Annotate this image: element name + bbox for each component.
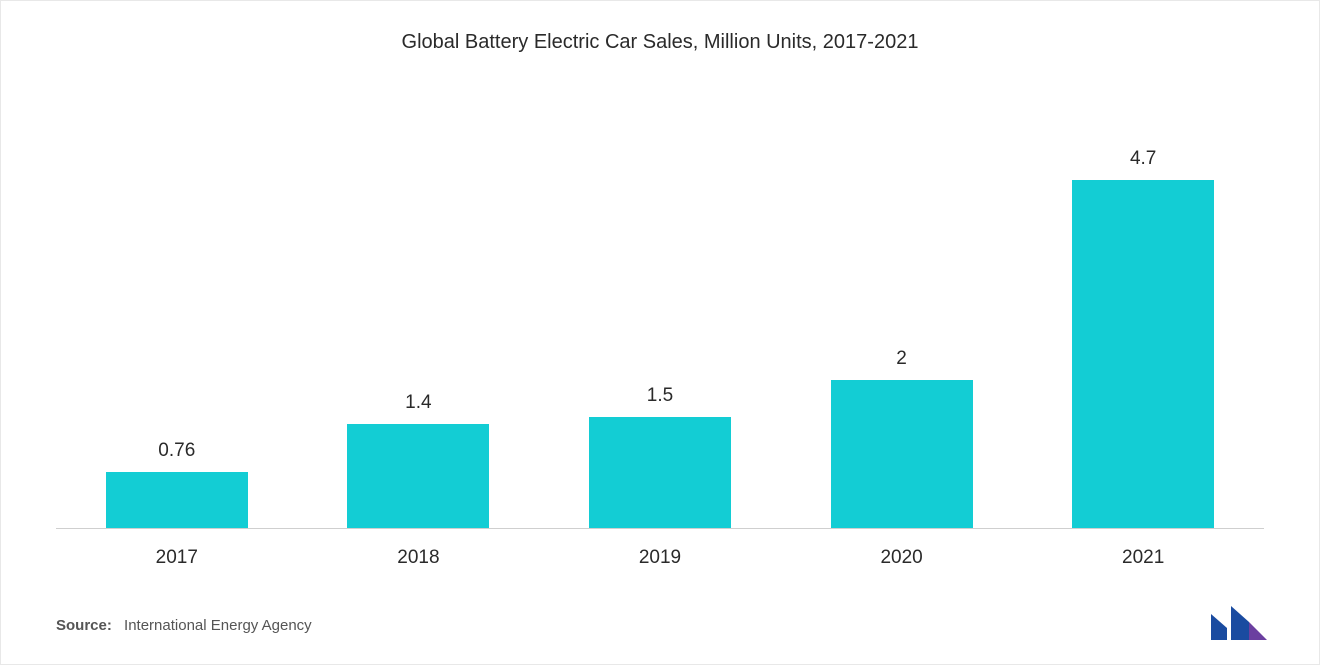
bar-group: 0.76: [56, 91, 298, 528]
bar: [831, 380, 973, 528]
x-axis: 2017 2018 2019 2020 2021: [56, 535, 1264, 569]
bar-value-label: 2: [896, 348, 907, 370]
source-label: Source:: [56, 617, 112, 634]
source-text: International Energy Agency: [124, 617, 312, 634]
x-axis-label: 2021: [1022, 535, 1264, 569]
bar: [106, 472, 248, 528]
chart-container: Global Battery Electric Car Sales, Milli…: [0, 0, 1320, 665]
chart-area: 0.76 1.4 1.5 2 4.7: [56, 91, 1264, 529]
bars-container: 0.76 1.4 1.5 2 4.7: [56, 91, 1264, 529]
x-axis-label: 2018: [298, 535, 540, 569]
bar: [347, 424, 489, 528]
brand-logo-icon: [1209, 604, 1279, 642]
bar-value-label: 1.5: [647, 385, 673, 407]
bar: [589, 417, 731, 528]
bar-value-label: 0.76: [158, 440, 195, 462]
source-citation: Source: International Energy Agency: [56, 617, 312, 634]
chart-title: Global Battery Electric Car Sales, Milli…: [1, 1, 1319, 54]
x-axis-label: 2017: [56, 535, 298, 569]
bar: [1072, 180, 1214, 528]
x-axis-label: 2020: [781, 535, 1023, 569]
bar-group: 4.7: [1022, 91, 1264, 528]
bar-value-label: 1.4: [405, 392, 431, 414]
bar-group: 1.5: [539, 91, 781, 528]
bar-group: 1.4: [298, 91, 540, 528]
x-axis-label: 2019: [539, 535, 781, 569]
bar-group: 2: [781, 91, 1023, 528]
bar-value-label: 4.7: [1130, 148, 1156, 170]
